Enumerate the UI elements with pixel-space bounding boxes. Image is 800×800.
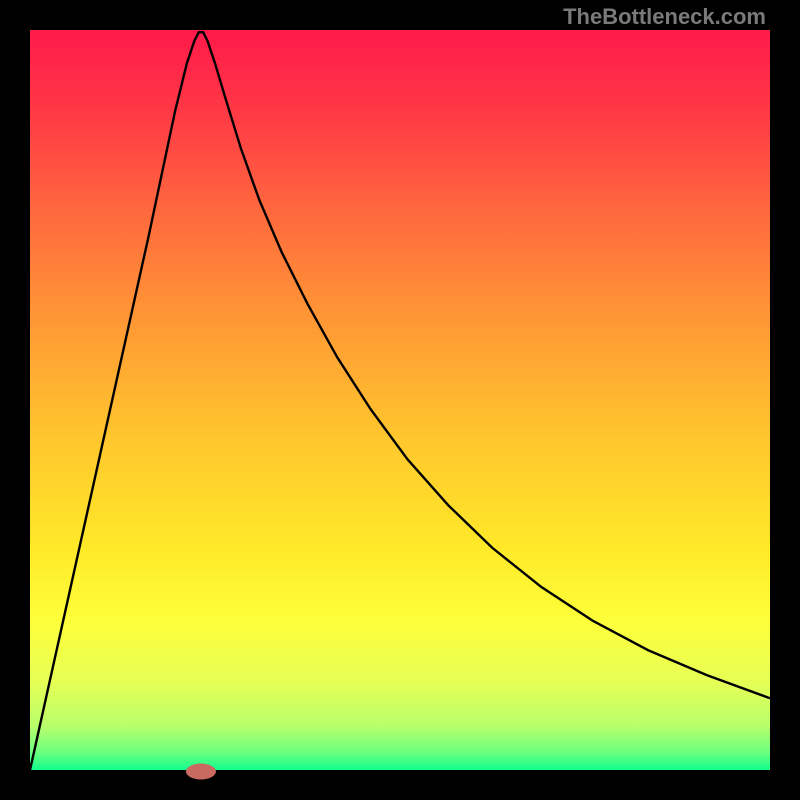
plot-background (30, 30, 770, 770)
chart-container: TheBottleneck.com (0, 0, 800, 800)
chart-svg (0, 0, 800, 800)
watermark-text: TheBottleneck.com (563, 4, 766, 30)
min-marker (186, 763, 216, 779)
